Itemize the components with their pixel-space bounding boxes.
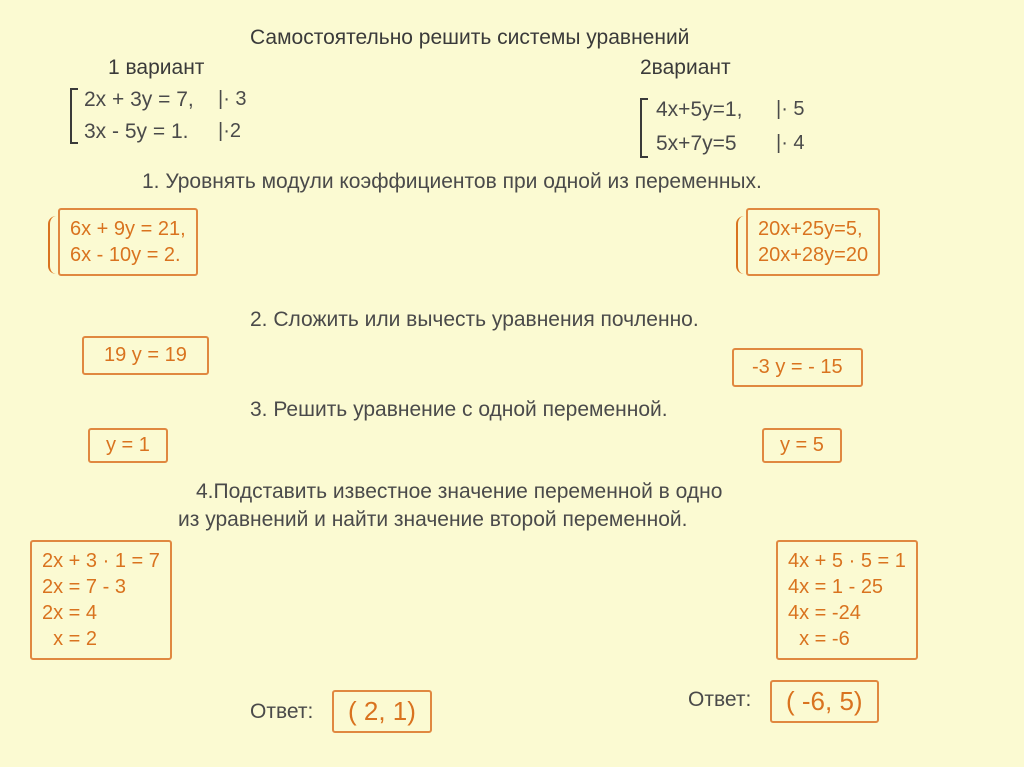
left-step1-line1: 6x + 9y = 21,: [70, 216, 186, 242]
v2-eq2: 5x+7y=5: [656, 132, 737, 156]
v2-mult1: |· 5: [776, 98, 805, 121]
left-step4-box: 2x + 3 · 1 = 7 2x = 7 - 3 2x = 4 x = 2: [30, 540, 172, 660]
left-step1-line2: 6x - 10y = 2.: [70, 242, 186, 268]
brace-variant2: [640, 98, 648, 158]
right-step2-box: -3 y = - 15: [732, 348, 863, 387]
variant1-label: 1 вариант: [108, 56, 204, 80]
page-title: Самостоятельно решить системы уравнений: [250, 26, 689, 50]
right-step1-line1: 20x+25y=5,: [758, 216, 868, 242]
right-step4-l3: 4x = -24: [788, 600, 906, 626]
step-2: 2. Сложить или вычесть уравнения почленн…: [250, 308, 699, 332]
left-step2-box: 19 y = 19: [82, 336, 209, 375]
v2-mult2: |· 4: [776, 132, 805, 155]
right-step4-l1: 4x + 5 · 5 = 1: [788, 548, 906, 574]
step-4a: 4.Подставить известное значение переменн…: [196, 480, 722, 504]
right-answer-box: ( -6, 5): [770, 680, 879, 723]
left-step4-l2: 2x = 7 - 3: [42, 574, 160, 600]
v1-mult1: |· 3: [218, 88, 247, 111]
brace-right-box1: [736, 216, 744, 274]
brace-left-box1: [48, 216, 56, 274]
right-answer-label: Ответ:: [688, 688, 751, 712]
v2-eq1: 4x+5y=1,: [656, 98, 742, 122]
v1-eq1: 2x + 3y = 7,: [84, 88, 194, 112]
variant2-label: 2вариант: [640, 56, 731, 80]
step-4b: из уравнений и найти значение второй пер…: [178, 508, 687, 532]
left-step4-l1: 2x + 3 · 1 = 7: [42, 548, 160, 574]
right-step1-line2: 20x+28y=20: [758, 242, 868, 268]
left-step1-box: 6x + 9y = 21, 6x - 10y = 2.: [58, 208, 198, 276]
left-step4-l3: 2x = 4: [42, 600, 160, 626]
right-step3-box: y = 5: [762, 428, 842, 463]
left-answer-box: ( 2, 1): [332, 690, 432, 733]
right-step4-l4: x = -6: [788, 626, 906, 652]
right-step4-box: 4x + 5 · 5 = 1 4x = 1 - 25 4x = -24 x = …: [776, 540, 918, 660]
left-step4-l4: x = 2: [42, 626, 160, 652]
right-step1-box: 20x+25y=5, 20x+28y=20: [746, 208, 880, 276]
v1-mult2: |·2: [218, 120, 241, 143]
step-3: 3. Решить уравнение с одной переменной.: [250, 398, 668, 422]
left-step3-box: y = 1: [88, 428, 168, 463]
v1-eq2: 3x - 5y = 1.: [84, 120, 188, 144]
left-answer-label: Ответ:: [250, 700, 313, 724]
brace-variant1: [70, 88, 78, 144]
step-1: 1. Уровнять модули коэффициентов при одн…: [142, 170, 762, 194]
right-step4-l2: 4x = 1 - 25: [788, 574, 906, 600]
